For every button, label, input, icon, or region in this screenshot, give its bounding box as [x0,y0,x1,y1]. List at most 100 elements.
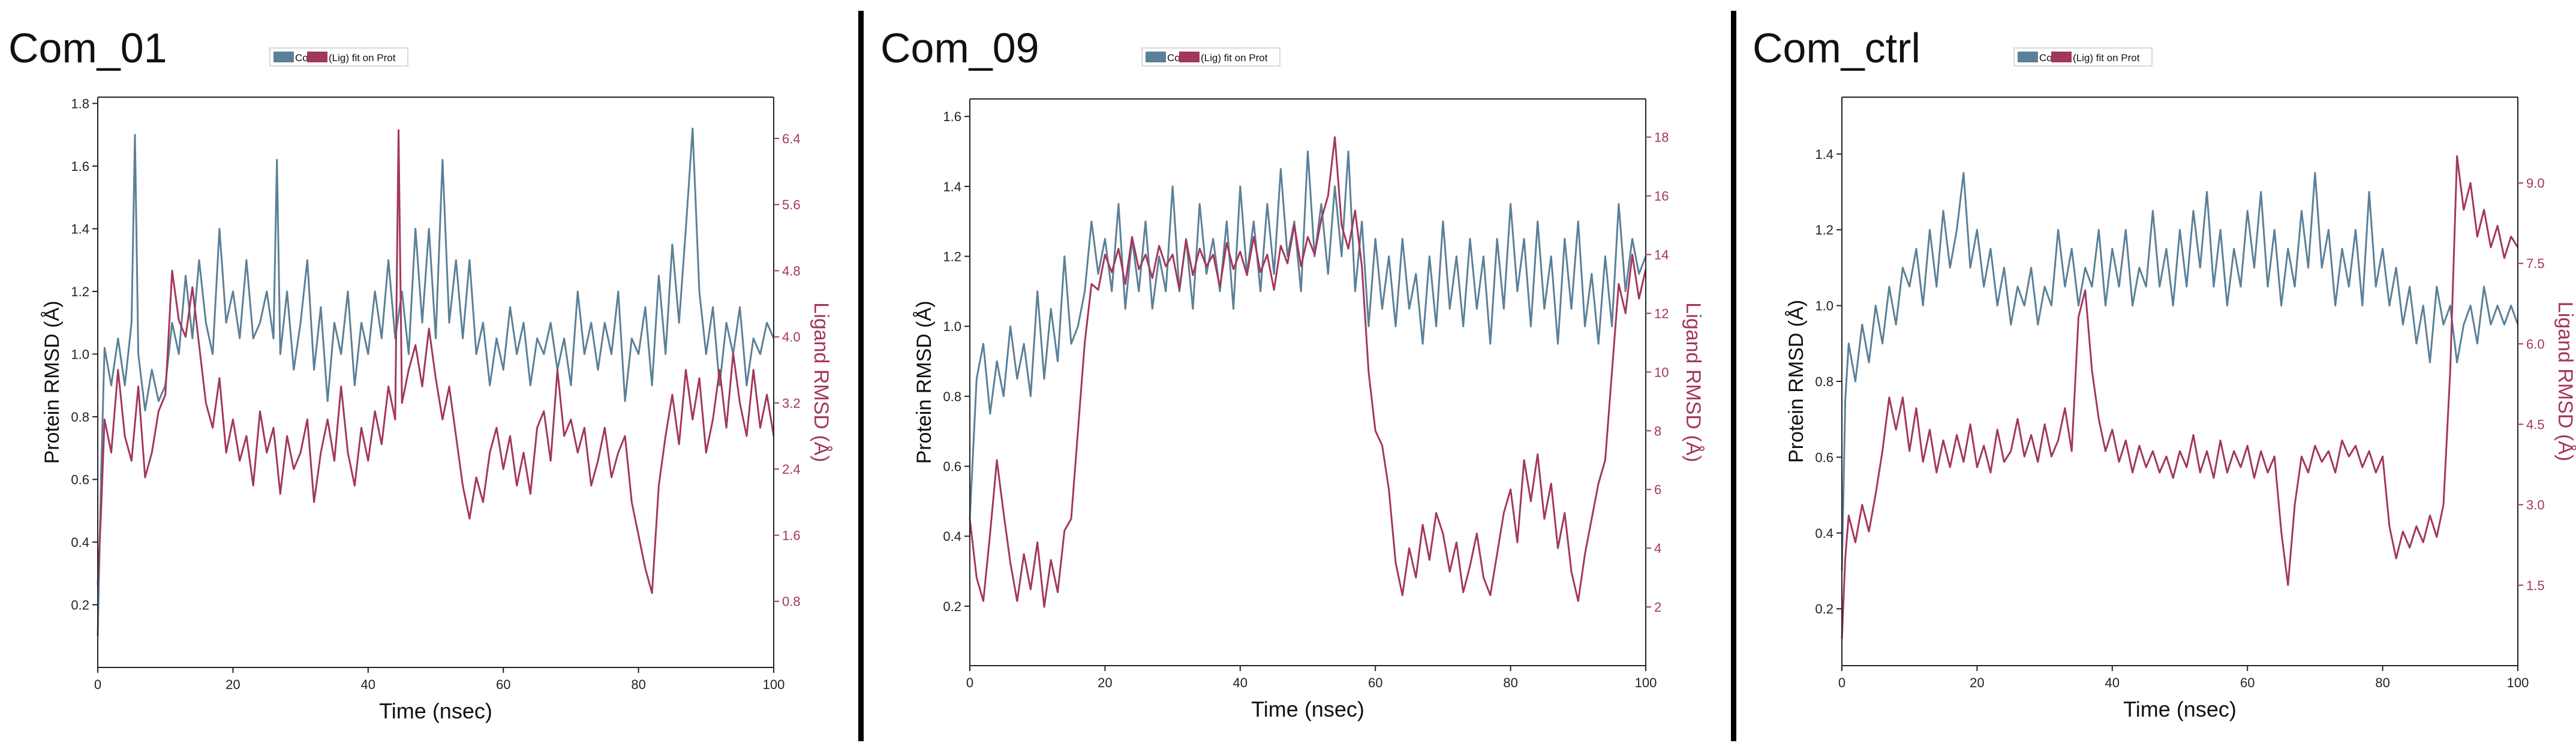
x-axis-label: Time (nsec) [2123,697,2237,721]
y-tick-label: 0.2 [943,599,961,614]
y2-tick-label: 6.4 [782,131,801,146]
y2-tick-label: 7.5 [2526,256,2545,271]
x-tick-label: 80 [631,677,645,692]
y-tick-label: 1.4 [943,179,961,194]
x-tick-label: 80 [2375,675,2389,690]
y2-tick-label: 6.0 [2526,336,2545,351]
panel-title: Com_09 [880,25,1039,71]
legend-ligand-label: (Lig) fit on Prot [2073,52,2140,64]
y2-tick-label: 14 [1654,248,1669,263]
protein-rmsd-line [1841,172,2519,571]
protein-rmsd-line [97,127,775,636]
x-tick-label: 60 [2240,675,2255,690]
panel-com-09: Com_09 0 20 40 60 80 100 0.2 0.4 0.6 0.8 1.0 1.2 1.4… [872,0,1730,752]
legend-protein-swatch [273,52,294,62]
y-tick-label: 0.6 [943,459,961,474]
y-axis-label: Protein RMSD (Å) [41,300,64,464]
legend-ligand-swatch [2051,52,2072,62]
y-tick-label: 1.2 [943,249,961,264]
protein-rmsd-line [969,151,1647,519]
rmsd-chart: 0 20 40 60 80 100 0.2 0.4 0.6 0.8 1.0 1.2 1.4 1.6 2 4 6 8… [913,47,1705,721]
y2-tick-label: 3.2 [782,396,801,411]
rmsd-chart: 0 20 40 60 80 100 0.2 0.4 0.6 0.8 1.0 1.2 1.4 1.6 1.8 0… [41,47,832,723]
y2-axis-label: Ligand RMSD (Å) [810,302,832,462]
y-tick-label: 0.8 [943,389,961,404]
x-tick-label: 40 [361,677,375,692]
y-tick-label: 1.2 [1815,222,1833,237]
y2-tick-label: 2.4 [782,462,801,477]
y2-tick-label: 4.5 [2526,417,2545,432]
y2-tick-label: 0.8 [782,594,801,609]
y2-tick-label: 6 [1654,482,1661,497]
legend-protein-label: Co [1167,52,1180,64]
panel-divider [858,11,864,741]
x-tick-label: 0 [1838,675,1845,690]
y-tick-label: 1.2 [71,284,89,299]
y-tick-label: 0.6 [71,472,89,487]
y2-tick-label: 16 [1654,189,1669,204]
x-tick-label: 60 [1368,675,1382,690]
y-tick-label: 0.2 [71,597,89,612]
y2-tick-label: 1.5 [2526,578,2545,593]
x-tick-label: 100 [763,677,785,692]
x-tick-label: 20 [1970,675,1984,690]
legend-ligand-label: (Lig) fit on Prot [1201,52,1268,64]
y-tick-label: 0.4 [1815,526,1833,541]
x-axis-label: Time (nsec) [1251,697,1364,721]
y2-tick-label: 9.0 [2526,176,2545,191]
panel-title: Com_ctrl [1753,25,1921,71]
x-tick-label: 100 [2507,675,2529,690]
panel-com-01: Com_01 0 20 40 60 80 100 0.2 0.4 0.6 0.8 1.0 1.2 1.4… [0,0,858,752]
y2-tick-label: 1.6 [782,528,801,543]
legend-ligand-label: (Lig) fit on Prot [329,52,396,64]
x-tick-label: 0 [966,675,973,690]
x-tick-label: 0 [94,677,101,692]
x-tick-label: 60 [496,677,510,692]
x-tick-label: 80 [1503,675,1517,690]
y2-axis-label: Ligand RMSD (Å) [1682,302,1705,462]
legend-protein-swatch [1146,52,1166,62]
y2-tick-label: 3.0 [2526,498,2545,513]
y2-tick-label: 8 [1654,423,1661,438]
y-tick-label: 0.2 [1815,601,1833,616]
y-tick-label: 1.0 [1815,299,1833,314]
y-axis-label: Protein RMSD (Å) [1785,300,1808,463]
panel-divider [1731,11,1736,741]
y2-tick-label: 10 [1654,365,1669,380]
x-tick-label: 20 [226,677,240,692]
panel-title: Com_01 [8,25,167,71]
y-tick-label: 0.6 [1815,450,1833,465]
y2-tick-label: 12 [1654,306,1669,321]
x-tick-label: 100 [1635,675,1657,690]
y2-tick-label: 5.6 [782,197,801,212]
panel-com-ctrl: Com_ctrl 0 20 40 60 80 100 0.2 0.4 0.6 0.8 1.0 1.2 1… [1744,0,2576,752]
legend-protein-label: Co [295,52,308,64]
x-axis-label: Time (nsec) [379,699,492,723]
legend-protein-label: Co [2039,52,2052,64]
y-tick-label: 1.0 [943,319,961,334]
y-tick-label: 1.6 [71,159,89,174]
y-tick-label: 0.4 [71,535,89,550]
ligand-rmsd-line [97,129,775,594]
y2-tick-label: 4 [1654,541,1661,556]
y2-tick-label: 4.0 [782,330,801,345]
y-tick-label: 1.8 [71,96,89,111]
y-tick-label: 0.8 [1815,374,1833,389]
legend-protein-swatch [2018,52,2038,62]
legend-ligand-swatch [307,52,327,62]
y2-axis-label: Ligand RMSD (Å) [2554,302,2576,461]
x-tick-label: 20 [1098,675,1112,690]
y2-tick-label: 18 [1654,130,1669,145]
rmsd-chart: 0 20 40 60 80 100 0.2 0.4 0.6 0.8 1.0 1.2 1.4 1.5 3.0 4… [1785,47,2576,721]
legend-ligand-swatch [1179,52,1200,62]
y-tick-label: 1.4 [1815,147,1833,162]
y2-tick-label: 2 [1654,600,1661,615]
y-tick-label: 1.0 [71,347,89,362]
y-tick-label: 0.8 [71,410,89,425]
x-tick-label: 40 [2105,675,2120,690]
y-tick-label: 0.4 [943,529,961,544]
y-tick-label: 1.6 [943,109,961,124]
ligand-rmsd-line [1841,155,2519,639]
y-tick-label: 1.4 [71,221,89,236]
x-tick-label: 40 [1233,675,1248,690]
